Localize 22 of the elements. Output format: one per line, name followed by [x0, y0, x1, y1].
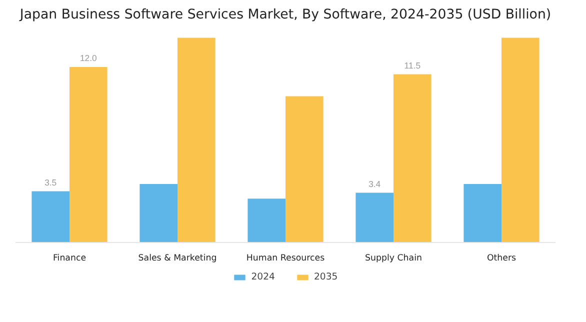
bar: [286, 96, 324, 242]
x-tick-label: Others: [486, 254, 517, 264]
bar: [464, 184, 502, 242]
bar: [248, 198, 286, 242]
bar: [140, 184, 178, 242]
data-label: 3.4: [368, 178, 381, 189]
bar: [356, 192, 394, 242]
bar: [394, 74, 432, 242]
x-tick-label: Supply Chain: [365, 254, 422, 264]
legend-label: 2024: [251, 272, 275, 282]
data-label: 3.5: [44, 177, 57, 188]
x-tick-label: Finance: [52, 254, 86, 264]
chart-title: Japan Business Software Services Market, By Software, 2024-2035 (USD Billion): [18, 8, 552, 22]
x-tick-label: Sales & Marketing: [138, 254, 217, 264]
bar: [70, 66, 108, 242]
x-tick-label: Human Resources: [246, 254, 326, 264]
data-label: 11.5: [404, 60, 421, 70]
data-label: 12.0: [80, 52, 98, 63]
legend-label: 2035: [314, 272, 338, 282]
bar: [178, 38, 216, 242]
bar: [32, 191, 70, 242]
bar: [502, 38, 540, 242]
